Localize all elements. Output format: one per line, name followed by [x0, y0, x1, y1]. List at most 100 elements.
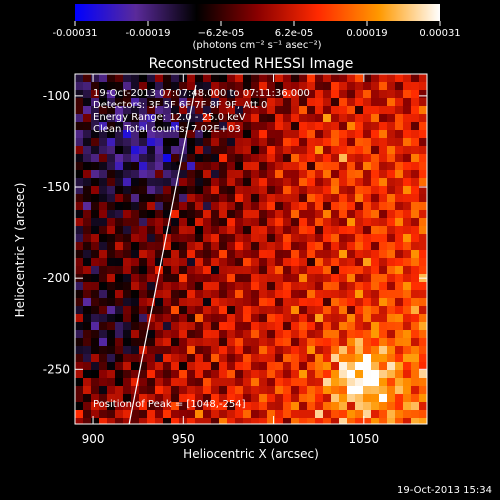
heatmap-cell	[75, 202, 84, 211]
heatmap-cell	[195, 218, 204, 227]
heatmap-cell	[123, 282, 132, 291]
heatmap-cell	[115, 346, 124, 355]
heatmap-cell	[275, 138, 284, 147]
heatmap-cell	[315, 90, 324, 99]
heatmap-cell	[259, 338, 268, 347]
heatmap-cell	[363, 322, 372, 331]
heatmap-cell	[379, 386, 388, 395]
heatmap-cell	[123, 274, 132, 283]
heatmap-cell	[339, 218, 348, 227]
heatmap-cell	[235, 402, 244, 411]
heatmap-cell	[387, 386, 396, 395]
heatmap-cell	[299, 370, 308, 379]
heatmap-cell	[259, 266, 268, 275]
heatmap-cell	[243, 346, 252, 355]
heatmap-cell	[75, 130, 84, 139]
heatmap-cell	[259, 370, 268, 379]
heatmap-cell	[355, 82, 364, 91]
heatmap-cell	[291, 290, 300, 299]
heatmap-cell	[331, 170, 340, 179]
heatmap-cell	[275, 194, 284, 203]
heatmap-cell	[123, 370, 132, 379]
heatmap-cell	[315, 178, 324, 187]
heatmap-cell	[115, 170, 124, 179]
heatmap-cell	[75, 154, 84, 163]
heatmap-cell	[323, 210, 332, 219]
heatmap-cell	[291, 90, 300, 99]
heatmap-cell	[171, 114, 180, 123]
heatmap-cell	[251, 322, 260, 331]
heatmap-cell	[307, 250, 316, 259]
heatmap-cell	[99, 354, 108, 363]
heatmap-cell	[347, 418, 356, 424]
heatmap-cell	[235, 74, 244, 83]
heatmap-cell	[403, 362, 412, 371]
heatmap-cell	[147, 290, 156, 299]
heatmap-cell	[315, 226, 324, 235]
heatmap-cell	[395, 114, 404, 123]
heatmap-cell	[315, 362, 324, 371]
heatmap-cell	[331, 242, 340, 251]
heatmap-cell	[107, 306, 116, 315]
heatmap-cell	[243, 378, 252, 387]
heatmap-cell	[139, 226, 148, 235]
heatmap-cell	[323, 146, 332, 155]
heatmap-cell	[291, 138, 300, 147]
heatmap-cell	[355, 146, 364, 155]
heatmap-cell	[227, 290, 236, 299]
heatmap-cell	[323, 186, 332, 195]
heatmap-cell	[339, 106, 348, 115]
heatmap-cell	[315, 114, 324, 123]
heatmap-cell	[299, 306, 308, 315]
heatmap-cell	[371, 82, 380, 91]
heatmap-cell	[267, 90, 276, 99]
heatmap-cell	[179, 242, 188, 251]
heatmap-cell	[139, 354, 148, 363]
heatmap-cell	[171, 266, 180, 275]
heatmap-cell	[411, 82, 420, 91]
info-line-4: Clean Total counts: 7.02E+03	[93, 124, 241, 135]
heatmap-cell	[411, 146, 420, 155]
heatmap-cell	[91, 250, 100, 259]
heatmap-cell	[387, 306, 396, 315]
heatmap-cell	[315, 242, 324, 251]
heatmap-cell	[163, 314, 172, 323]
heatmap-cell	[411, 234, 420, 243]
heatmap-cell	[227, 418, 236, 424]
heatmap-cell	[259, 330, 268, 339]
heatmap-cell	[339, 242, 348, 251]
heatmap-cell	[115, 362, 124, 371]
heatmap-cell	[363, 290, 372, 299]
heatmap-cell	[379, 298, 388, 307]
heatmap-cell	[147, 418, 156, 424]
heatmap-cell	[339, 266, 348, 275]
heatmap-cell	[315, 306, 324, 315]
heatmap-cell	[99, 402, 108, 411]
heatmap-cell	[339, 370, 348, 379]
heatmap-cell	[379, 354, 388, 363]
heatmap-cell	[99, 338, 108, 347]
heatmap-cell	[379, 226, 388, 235]
heatmap-cell	[139, 82, 148, 91]
heatmap-cell	[75, 226, 84, 235]
heatmap-cell	[347, 346, 356, 355]
heatmap-cell	[107, 290, 116, 299]
heatmap-cell	[403, 242, 412, 251]
heatmap-cell	[203, 130, 212, 139]
heatmap-cell	[355, 330, 364, 339]
heatmap-cell	[227, 194, 236, 203]
heatmap-cell	[315, 186, 324, 195]
heatmap-cell	[307, 266, 316, 275]
heatmap-cell	[243, 306, 252, 315]
heatmap-cell	[355, 290, 364, 299]
heatmap-cell	[99, 202, 108, 211]
heatmap-cell	[299, 354, 308, 363]
heatmap-cell	[323, 274, 332, 283]
heatmap-cell	[171, 146, 180, 155]
heatmap-cell	[339, 162, 348, 171]
heatmap-cell	[259, 362, 268, 371]
heatmap-cell	[251, 266, 260, 275]
heatmap-cell	[411, 202, 420, 211]
heatmap-cell	[411, 194, 420, 203]
heatmap-cell	[83, 138, 92, 147]
